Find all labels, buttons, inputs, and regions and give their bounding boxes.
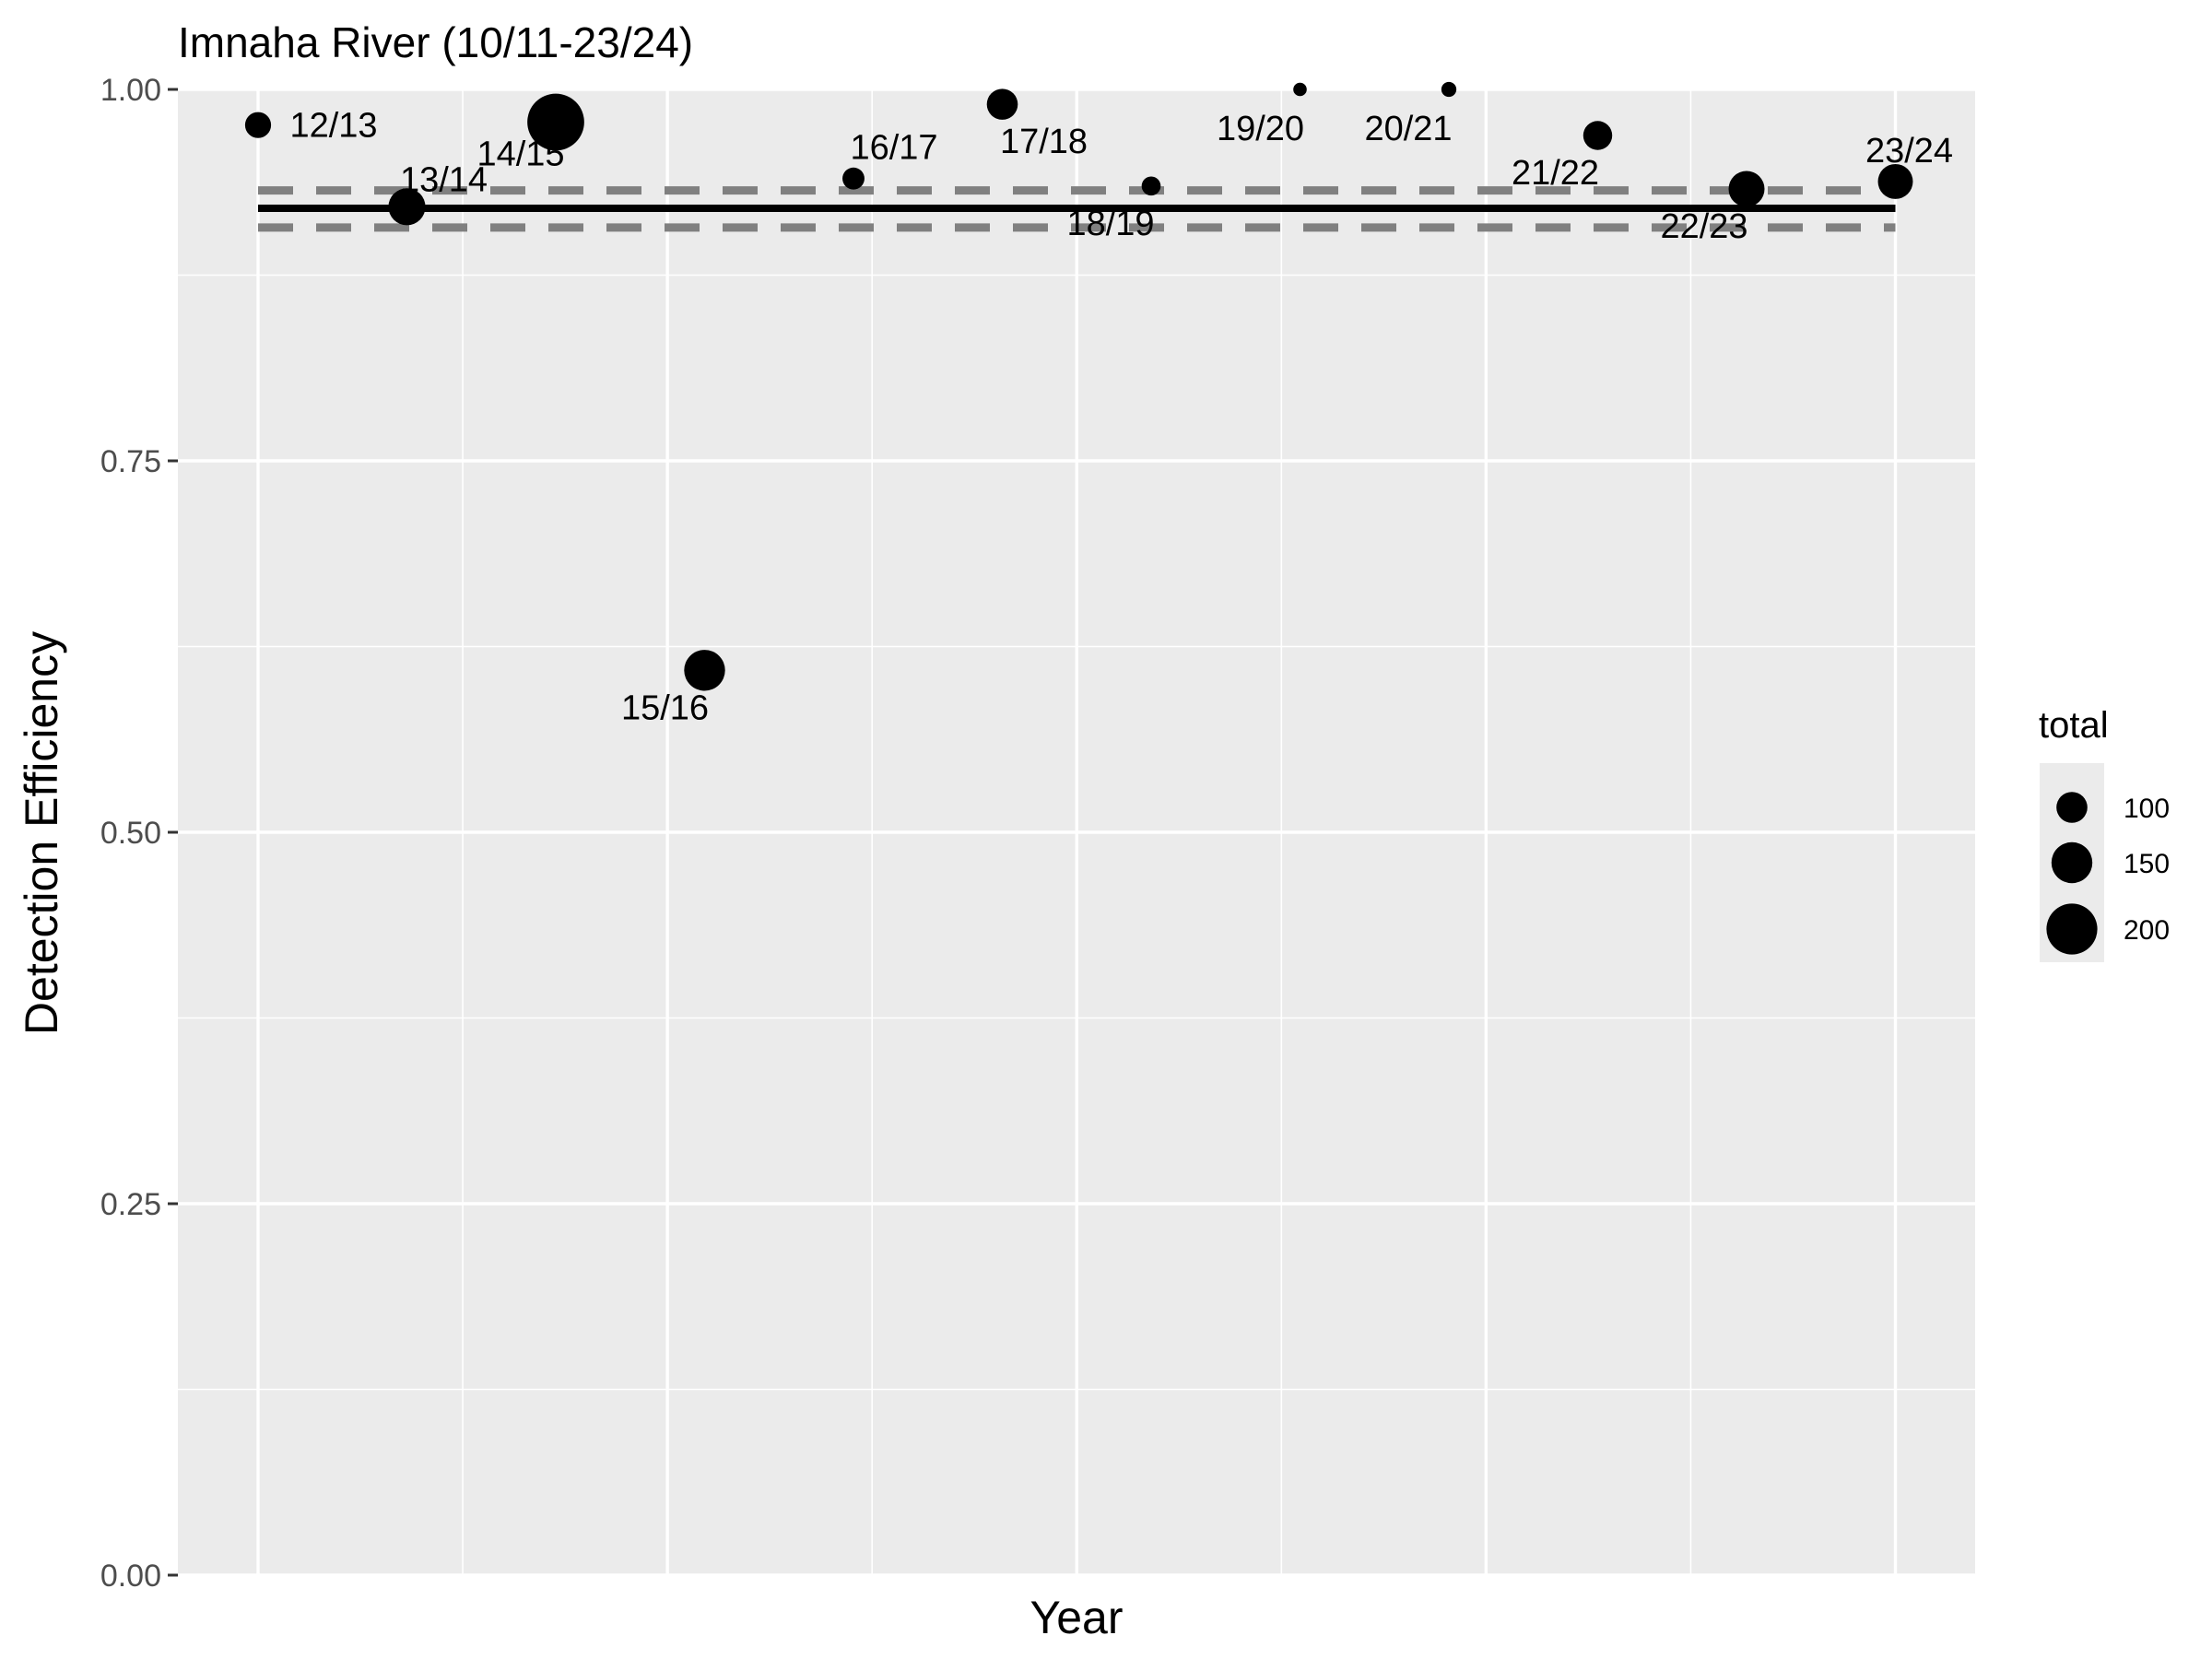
point-label: 23/24 [1865,132,1953,171]
point-label: 15/16 [621,688,709,727]
major-gridlines [178,88,1975,1577]
data-point [388,188,426,226]
y-tick-label: 1.00 [100,73,161,108]
point-label: 18/19 [1066,205,1154,243]
point-label: 17/18 [1000,123,1088,161]
legend-key [2056,792,2088,823]
data-point [1141,176,1161,196]
legend-label: 200 [2124,915,2170,946]
data-point [1293,82,1307,97]
point-label: 16/17 [850,129,937,168]
y-tick-label: 0.50 [100,816,161,851]
data-point [1728,171,1765,207]
x-axis-title: Year [1030,1592,1123,1643]
data-point [527,93,584,151]
legend-key [2051,841,2093,884]
legend-title: total [2039,705,2109,746]
y-tick-label: 0.00 [100,1559,161,1594]
legend-label: 150 [2124,849,2170,879]
data-points [244,81,1913,691]
data-point [842,167,865,190]
data-point [684,650,725,691]
point-label: 13/14 [400,160,488,199]
data-point [986,88,1018,120]
legend-key [2046,903,2098,955]
data-point [1441,81,1457,98]
legend: total 100 150 200 [2039,705,2170,962]
chart-title: Imnaha River (10/11-23/24) [178,18,693,66]
data-point [244,112,272,138]
legend-label: 100 [2124,794,2170,824]
point-label: 21/22 [1512,154,1599,193]
point-label: 22/23 [1660,207,1747,246]
legend-entries: 100 150 200 [2046,792,2170,955]
y-tick-label: 0.75 [100,444,161,479]
data-point [1583,121,1613,150]
point-label: 12/13 [289,107,377,146]
reference-lines [258,186,1896,232]
y-axis: 0.00 0.25 0.50 0.75 1.00 [100,73,178,1594]
point-label: 20/21 [1364,110,1452,148]
y-tick-label: 0.25 [100,1187,161,1222]
data-point [1877,163,1913,199]
point-label: 14/15 [477,135,564,173]
y-axis-title: Detection Efficiency [16,631,67,1035]
point-label: 19/20 [1217,110,1304,148]
